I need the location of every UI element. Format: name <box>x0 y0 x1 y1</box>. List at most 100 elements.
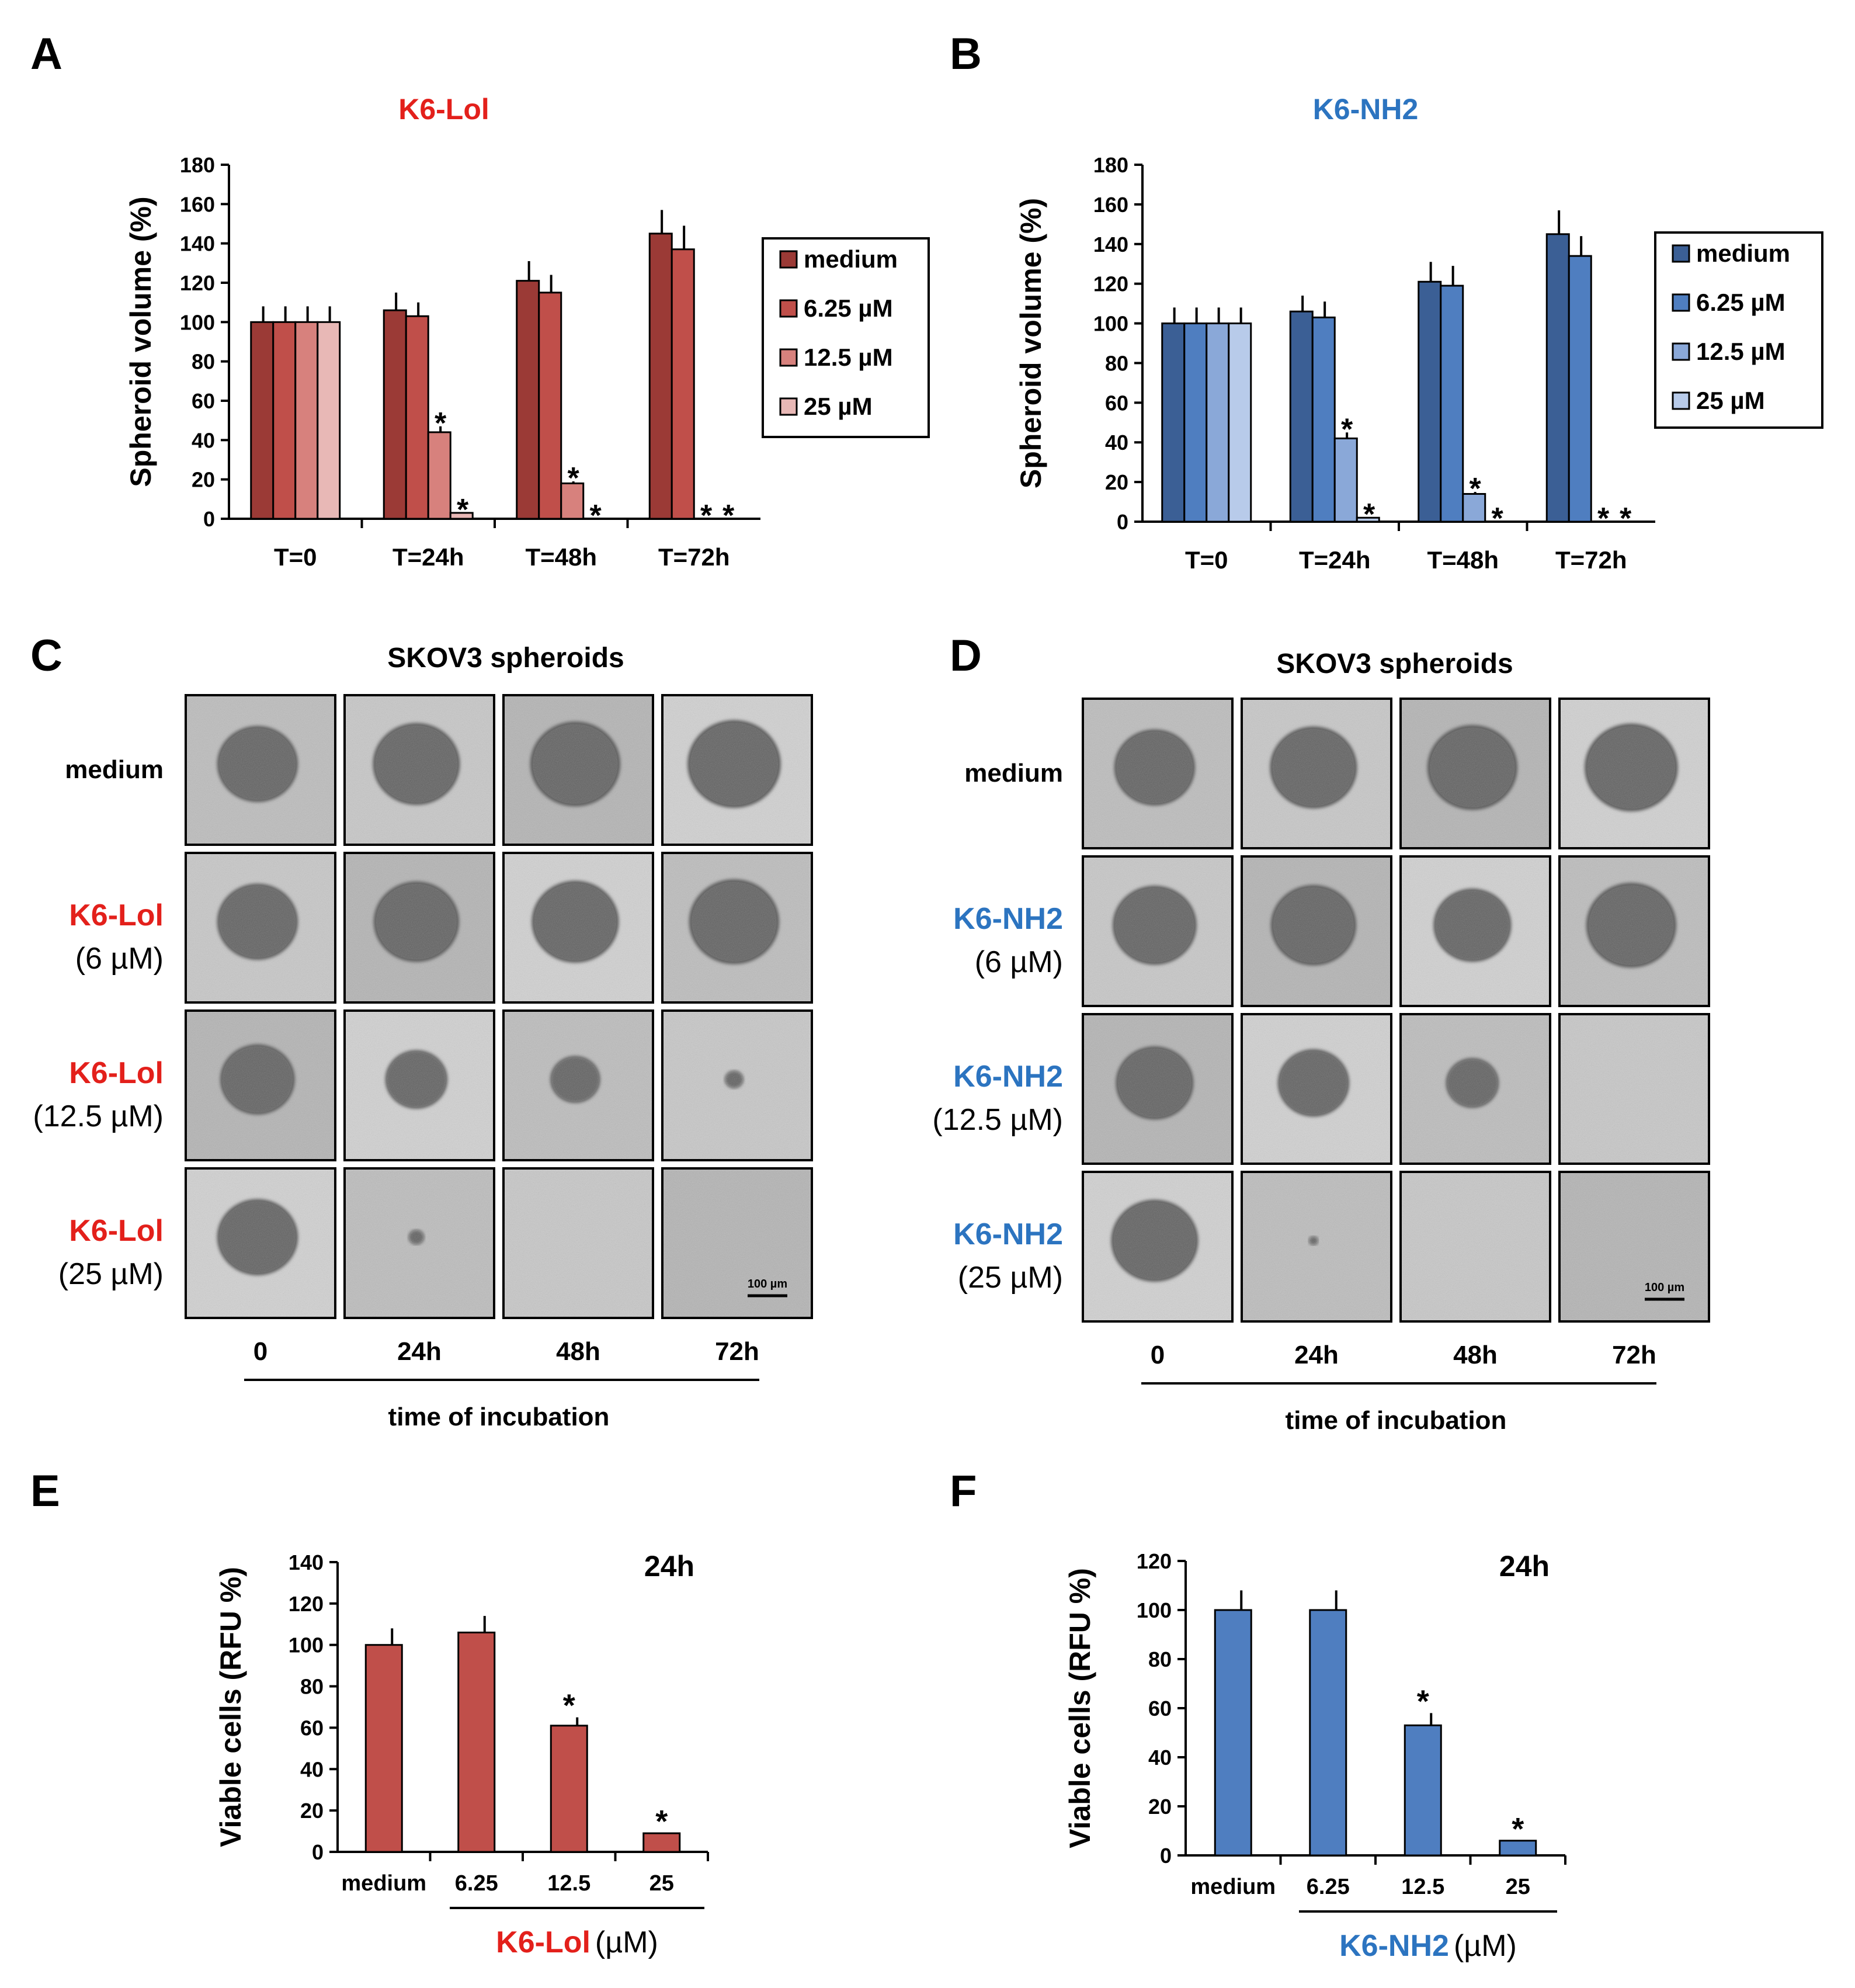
bar <box>364 1644 403 1853</box>
x-axis-label: K6-Lol (µM) <box>496 1925 658 1959</box>
micrograph-frame <box>1241 855 1392 1007</box>
grid-title: SKOV3 spheroids <box>387 643 624 674</box>
bar <box>516 280 540 520</box>
y-tick-label: 80 <box>1148 1647 1172 1671</box>
bar <box>1309 1609 1347 1857</box>
bar <box>1404 1724 1442 1857</box>
x-tick-label: 25 <box>1506 1875 1530 1899</box>
micrograph-frame <box>343 694 495 846</box>
y-axis-label: Spheroid volume (%) <box>124 196 157 487</box>
micrograph-frame <box>1082 1171 1234 1323</box>
y-tick-label: 0 <box>1117 510 1128 534</box>
bar <box>294 321 319 520</box>
bar <box>427 431 451 520</box>
micrograph-frame <box>502 1167 654 1319</box>
legend-swatch <box>779 348 798 367</box>
bar <box>1545 233 1570 523</box>
row-label-name: K6-NH2 <box>953 902 1063 936</box>
bar <box>272 321 297 520</box>
spheroid-texture <box>219 728 296 800</box>
micrograph-texture <box>1559 1014 1709 1164</box>
bar <box>538 292 562 520</box>
y-tick-label: 60 <box>1148 1696 1172 1720</box>
spheroid-texture <box>690 723 779 806</box>
legend-label: 25 µM <box>1696 387 1765 414</box>
spheroid-texture <box>533 724 618 804</box>
bar <box>1214 1609 1252 1857</box>
y-tick-label: 140 <box>289 1550 324 1574</box>
micrograph-texture <box>503 1168 653 1318</box>
x-axis-label-name: K6-Lol <box>496 1925 590 1959</box>
micrograph-frame <box>1241 698 1392 849</box>
row-label-name: K6-Lol <box>69 1214 164 1248</box>
micrograph-frame <box>661 1009 813 1161</box>
legend-swatch <box>779 397 798 416</box>
micrograph-frame <box>502 694 654 846</box>
significance-marker: * <box>1341 412 1353 446</box>
significance-marker: * <box>1492 502 1504 536</box>
x-tick-label: 12.5 <box>1401 1875 1444 1899</box>
spheroid-texture <box>1113 1202 1196 1279</box>
spheroid-texture <box>376 883 457 960</box>
micrograph-frame <box>185 852 336 1004</box>
bar <box>642 1832 681 1853</box>
y-axis-label: Viable cells (RFU %) <box>1064 1568 1096 1848</box>
time-label: 0 <box>1151 1341 1165 1369</box>
micrograph-frame <box>1558 698 1710 849</box>
micrograph-texture <box>1242 1172 1391 1321</box>
significance-marker: * <box>568 462 580 495</box>
micrograph-texture <box>662 1168 812 1318</box>
y-tick-label: 120 <box>1093 272 1128 296</box>
row-label-name: K6-NH2 <box>953 1060 1063 1094</box>
y-tick-label: 180 <box>1093 153 1128 177</box>
spheroid-texture <box>1273 887 1354 963</box>
bar <box>1183 322 1208 523</box>
x-tick-label: 12.5 <box>547 1871 590 1896</box>
legend-label: medium <box>804 245 898 273</box>
micrograph-frame <box>502 852 654 1004</box>
panel-label-e: E <box>30 1466 60 1516</box>
row-label-name: K6-Lol <box>69 1056 164 1090</box>
x-tick-label: T=72h <box>1555 546 1627 574</box>
row-label-conc: (6 µM) <box>975 945 1063 979</box>
micrograph-frame <box>1082 855 1234 1007</box>
row-label-conc: (25 µM) <box>958 1261 1063 1295</box>
time-label: 48h <box>1453 1341 1498 1369</box>
spheroid-texture <box>1280 1051 1347 1115</box>
y-tick-label: 120 <box>1137 1549 1172 1573</box>
y-tick-label: 40 <box>300 1757 324 1781</box>
micrograph-frame <box>1399 1013 1551 1165</box>
micrograph-frame <box>185 1167 336 1319</box>
legend-label: medium <box>1696 240 1790 267</box>
bar <box>671 248 695 520</box>
significance-marker: * <box>722 499 735 533</box>
legend-swatch <box>779 250 798 269</box>
panel-label-b: B <box>950 29 982 79</box>
spheroid-texture <box>375 725 458 803</box>
y-tick-label: 20 <box>300 1799 324 1823</box>
row-label-name: K6-NH2 <box>953 1217 1063 1251</box>
significance-marker: * <box>1363 498 1375 532</box>
legend-swatch <box>1672 244 1690 263</box>
micrograph-frame <box>502 1009 654 1161</box>
bar <box>1333 437 1358 523</box>
row-label-conc: (6 µM) <box>75 942 164 976</box>
image-grid-c: SKOV3 spheroids medium K6-Lol (6 µM) K6-Lol (… <box>33 643 813 1431</box>
panel-label-a: A <box>30 29 62 79</box>
scale-bar-label: 100 µm <box>748 1278 787 1290</box>
spheroid-texture <box>1115 888 1194 963</box>
micrograph-frame <box>1399 698 1551 849</box>
y-tick-label: 100 <box>180 310 215 334</box>
chart-title: 24h <box>1499 1550 1550 1583</box>
time-label: 24h <box>1294 1341 1339 1369</box>
spheroid-texture <box>725 1071 743 1088</box>
spheroid-texture <box>1116 731 1193 803</box>
spheroid-texture <box>692 882 777 962</box>
spheroid-texture <box>1436 890 1509 960</box>
bar <box>1356 516 1380 523</box>
legend-label: 25 µM <box>804 393 873 420</box>
micrograph-frame <box>1082 1013 1234 1165</box>
row-label-conc: (25 µM) <box>58 1257 164 1291</box>
micrograph-frame <box>343 1167 495 1319</box>
micrograph-frame <box>1399 1171 1551 1323</box>
